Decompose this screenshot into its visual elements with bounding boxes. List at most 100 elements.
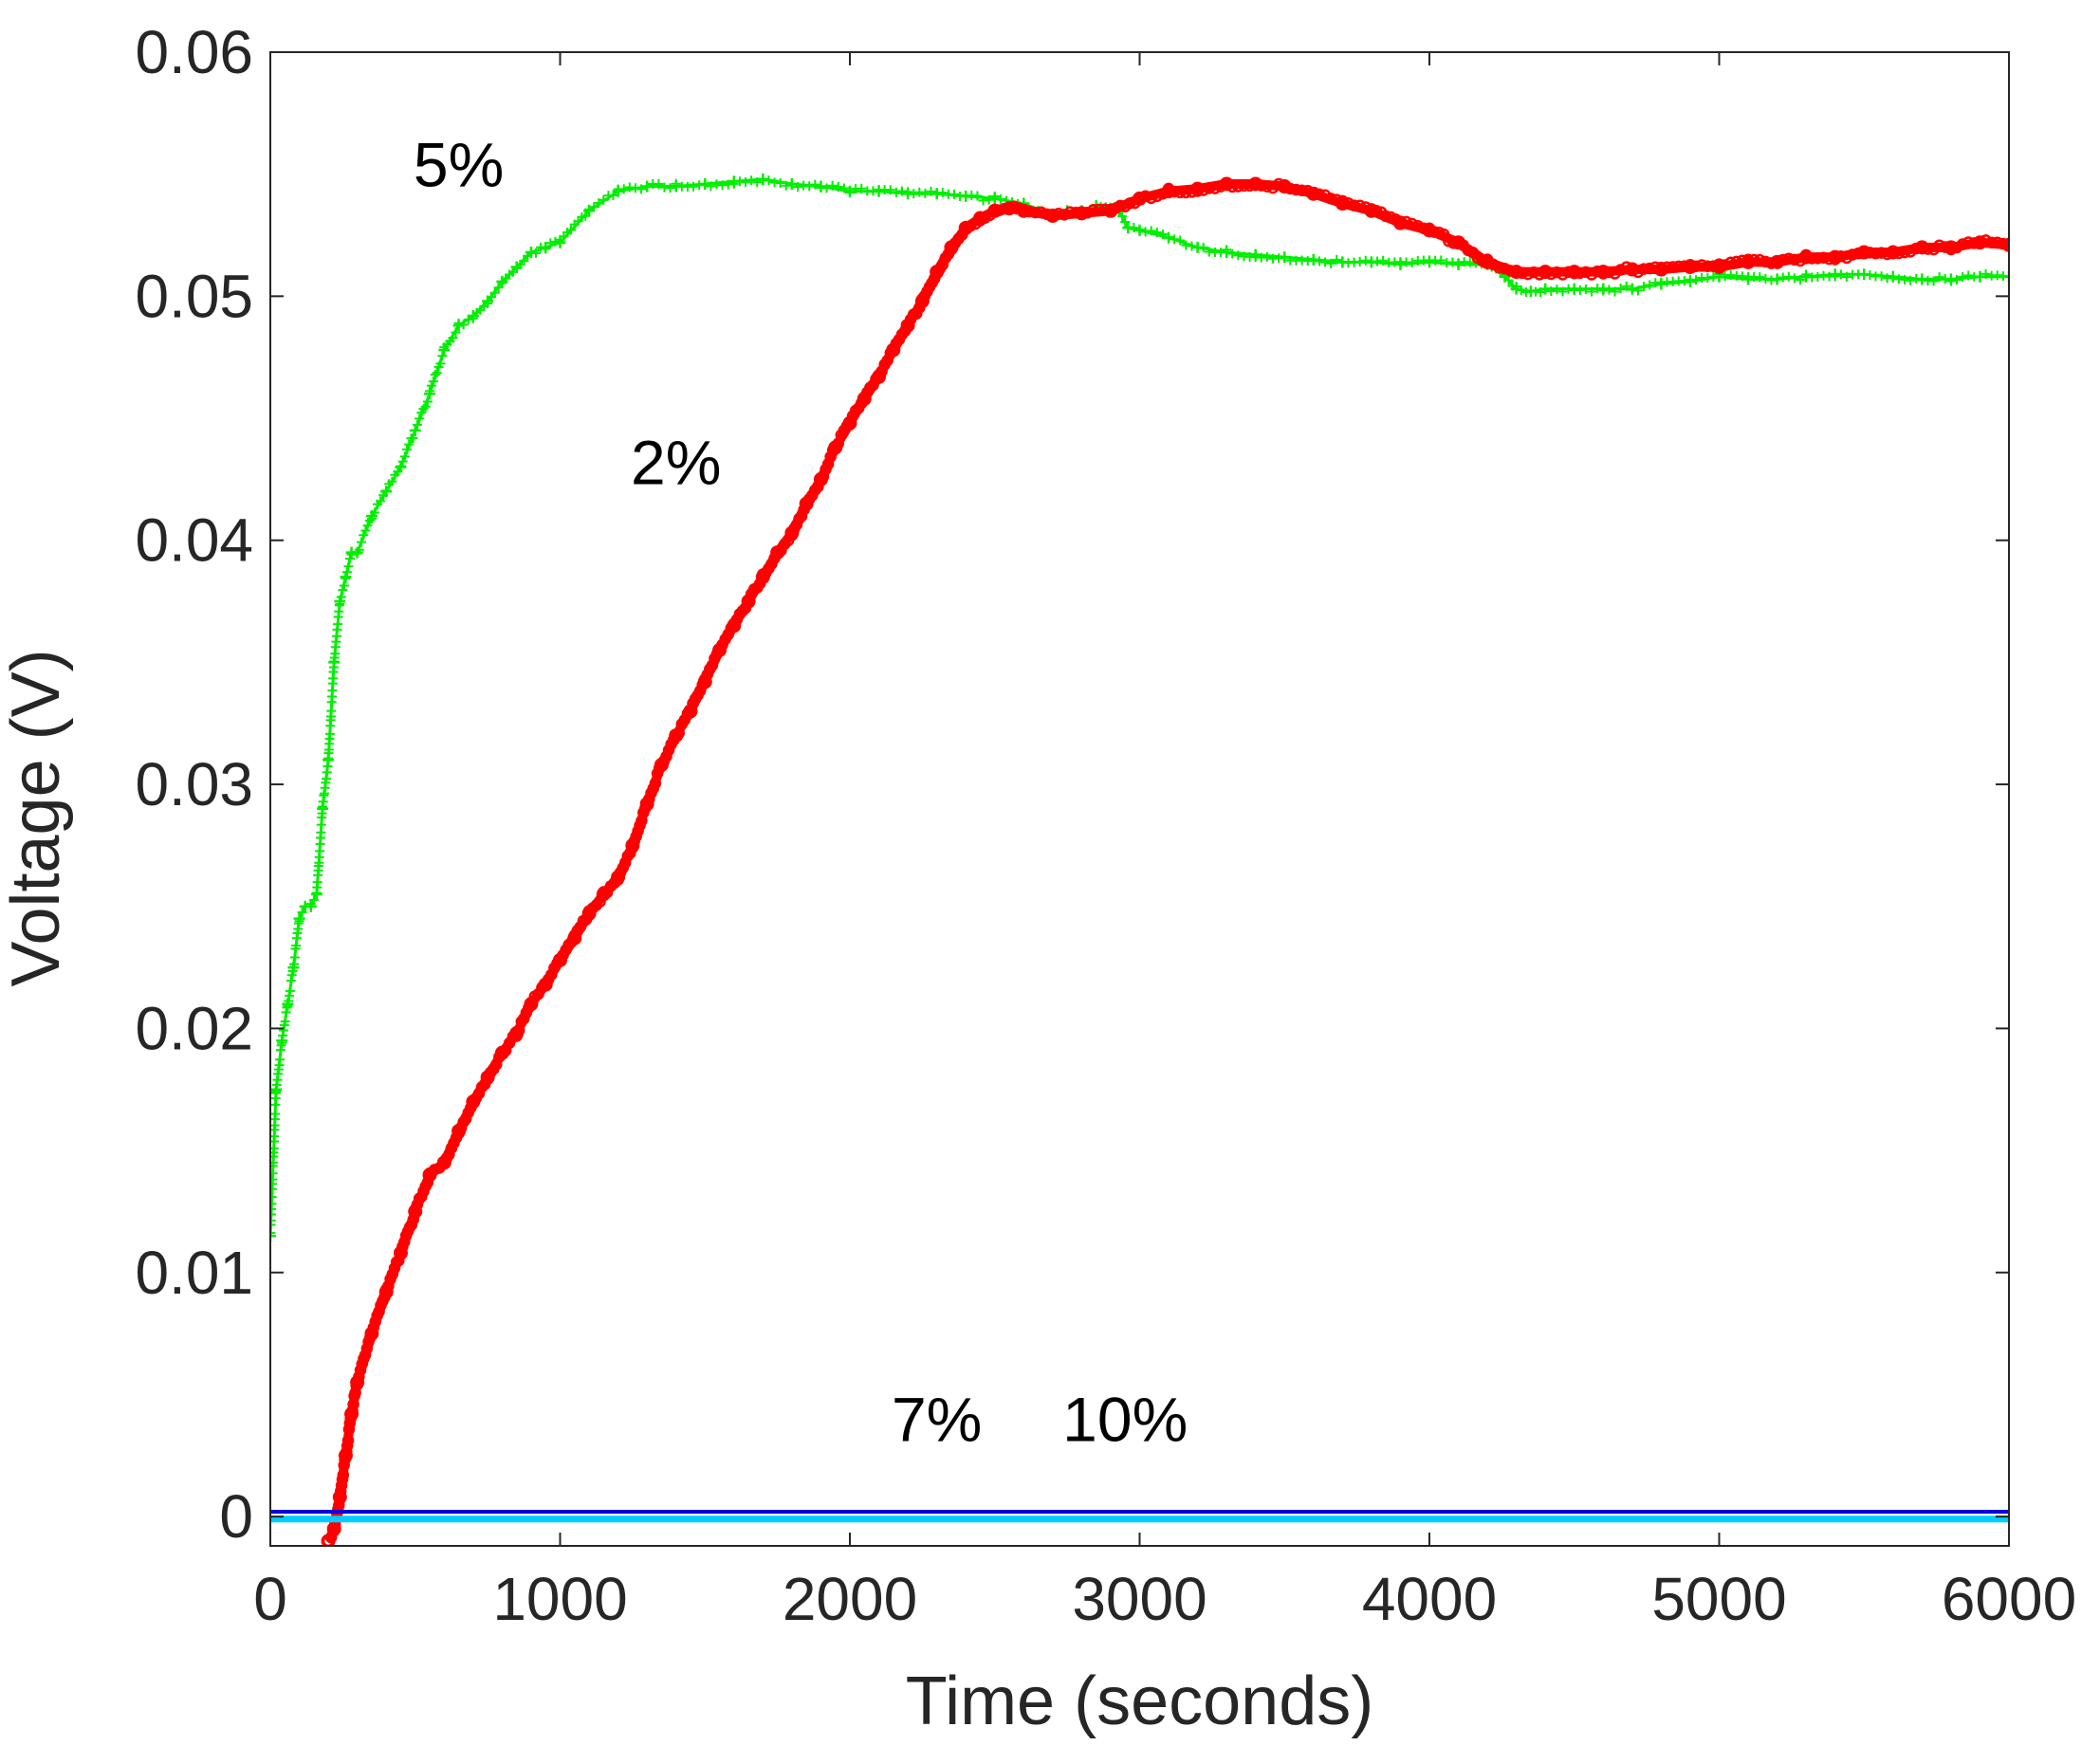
data-point [357,537,367,547]
data-point [1170,234,1180,245]
data-point [1324,193,1337,205]
data-point [436,1155,451,1170]
data-point [289,952,300,963]
data-point [1876,271,1887,282]
data-point [1829,268,1841,281]
data-point [1509,265,1524,280]
data-point [1858,268,1870,281]
data-point [362,521,373,531]
data-point [297,908,307,918]
data-point [630,183,640,193]
data-point [706,181,716,192]
data-point [757,173,769,185]
data-point [1886,245,1901,260]
data-point [1724,256,1737,269]
data-point [336,592,346,602]
annotation-label: 10% [1062,1384,1188,1454]
data-point [334,596,346,608]
data-point [426,380,436,391]
data-point [1133,224,1146,236]
data-point [1655,278,1667,290]
data-point [662,744,675,757]
data-point [2001,237,2009,252]
data-point [838,183,849,193]
data-point [1279,251,1291,264]
data-point [565,225,576,235]
data-point [793,181,803,192]
series-5pct [270,173,2009,1242]
data-point [373,1305,385,1318]
data-point [857,183,867,193]
data-point [1233,250,1243,261]
data-point [914,294,930,308]
data-point [1510,283,1522,295]
data-point [1120,217,1131,228]
data-point [1887,270,1899,283]
data-point [287,962,300,974]
data-point [338,1448,353,1463]
data-point [1828,249,1843,265]
data-point [1016,203,1031,218]
data-point [1277,179,1292,194]
y-tick-label: 0.05 [135,262,253,330]
data-point [639,797,654,812]
data-point [1546,285,1557,296]
data-point [324,728,335,739]
y-tick-label: 0.01 [135,1239,253,1307]
data-point [972,211,987,226]
data-point [395,461,407,473]
x-tick-label: 3000 [1072,1565,1207,1633]
data-point [1451,235,1466,250]
data-point [509,1026,525,1041]
data-point [321,1534,336,1546]
data-point [1480,254,1495,269]
data-point [293,912,305,925]
data-point [1603,266,1615,279]
data-point [342,1423,356,1436]
data-point [1610,286,1620,297]
data-point [489,287,500,298]
data-point [1336,256,1349,268]
data-point [276,1035,288,1047]
data-point [793,512,805,525]
data-point [1248,176,1263,192]
data-point [1958,272,1968,283]
data-point [581,906,597,921]
data-point [669,728,684,744]
data-point [1307,253,1319,266]
data-point [1151,190,1164,203]
data-point [1557,268,1569,281]
data-point [891,187,901,197]
data-point [872,369,887,384]
data-point [1991,236,2004,249]
data-point [428,377,438,387]
data-point [1524,285,1537,298]
data-point [424,388,436,400]
data-point [699,177,711,190]
data-point [1626,283,1638,295]
data-point [482,295,494,307]
y-tick-label: 0.02 [135,994,253,1062]
data-point [1813,271,1823,282]
data-point [332,1490,347,1505]
data-point [1436,255,1446,266]
data-point [1499,263,1511,275]
data-point [1516,285,1526,295]
data-point [1914,240,1929,255]
data-point [404,439,414,450]
data-point [448,333,458,343]
data-point [285,985,295,996]
data-point [326,1521,341,1536]
data-point [418,404,429,414]
data-point [821,458,835,470]
data-point [341,1434,355,1447]
data-point [864,381,876,394]
data-point [1151,228,1162,238]
data-point [1934,272,1944,283]
data-point [654,179,664,190]
data-point [339,580,349,591]
data-point [1632,285,1643,296]
x-tick-label: 0 [253,1565,287,1633]
data-point [1741,254,1756,269]
data-point [844,185,856,197]
